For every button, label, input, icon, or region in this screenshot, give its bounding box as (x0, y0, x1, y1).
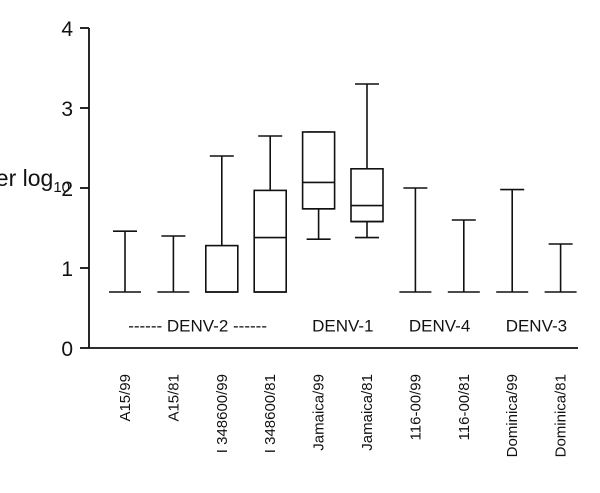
y-tick-label: 1 (61, 258, 73, 281)
x-tick-label: Dominica/99 (504, 374, 521, 457)
y-tick-label: 0 (61, 338, 73, 361)
box-6 (350, 83, 384, 239)
iqr-box (205, 244, 239, 293)
box-series (109, 83, 577, 293)
x-tick-label: Dominica/81 (553, 374, 570, 457)
y-axis-label-subscript: 10 (53, 179, 70, 196)
group-annotation: DENV-1 (312, 317, 373, 336)
y-tick-label: 4 (61, 18, 73, 41)
category-labels: A15/99 A15/81 I 348600/99 I 348600/81 Jamaic… (117, 374, 570, 457)
x-tick-label: I 348600/99 (214, 374, 231, 453)
group-annotation: ------ DENV-2 ------ (128, 317, 267, 336)
box-1 (109, 230, 141, 293)
x-tick-label: 116-00/99 (407, 374, 424, 440)
iqr-box (301, 131, 336, 210)
group-annotation: DENV-3 (506, 317, 567, 336)
x-tick-label: A15/99 (117, 374, 134, 422)
group-annotation: DENV-4 (409, 317, 470, 336)
x-tick-label: Jamaica/99 (311, 374, 328, 451)
x-tick-label: A15/81 (165, 374, 182, 422)
box-5 (301, 131, 336, 240)
box-3 (205, 155, 239, 293)
box-4 (253, 135, 287, 293)
group-annotations: ------ DENV-2 ------ DENV-1 DENV-4 DENV-3 (128, 317, 567, 336)
box-10 (544, 243, 577, 293)
box-8 (447, 219, 480, 293)
x-tick-label: Jamaica/81 (359, 374, 376, 451)
box-9 (496, 188, 529, 293)
y-axis-label-main: Titer log (0, 165, 53, 191)
y-tick-label: 3 (61, 98, 73, 121)
x-tick-label: 116-00/81 (456, 374, 473, 440)
iqr-box (350, 168, 384, 223)
y-tick-label: 2 (61, 178, 73, 201)
y-axis-label: Titer log10 (0, 165, 70, 196)
box-7 (399, 187, 432, 293)
iqr-box (253, 189, 287, 293)
box-2 (157, 235, 190, 293)
y-axis: 0 1 2 3 4 (61, 18, 90, 361)
x-tick-label: I 348600/81 (262, 374, 279, 453)
